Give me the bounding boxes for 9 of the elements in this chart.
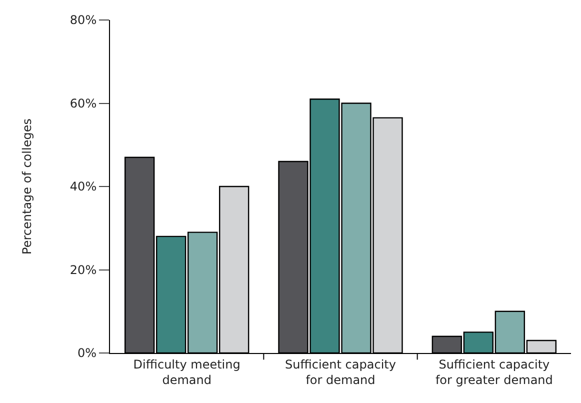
x-tick-label: Sufficient capacity for demand	[285, 357, 396, 387]
x-tick-label: Sufficient capacity for greater demand	[435, 357, 553, 387]
x-tick-label: Difficulty meeting demand	[133, 357, 240, 387]
y-tick-label: 0%	[78, 346, 97, 360]
y-tick-label: 20%	[70, 262, 97, 277]
y-tick-label: 40%	[70, 180, 97, 194]
y-axis-title: Percentage of colleges	[20, 118, 34, 254]
y-tick-label: 60%	[70, 96, 97, 110]
y-tick-label: 80%	[70, 13, 97, 28]
